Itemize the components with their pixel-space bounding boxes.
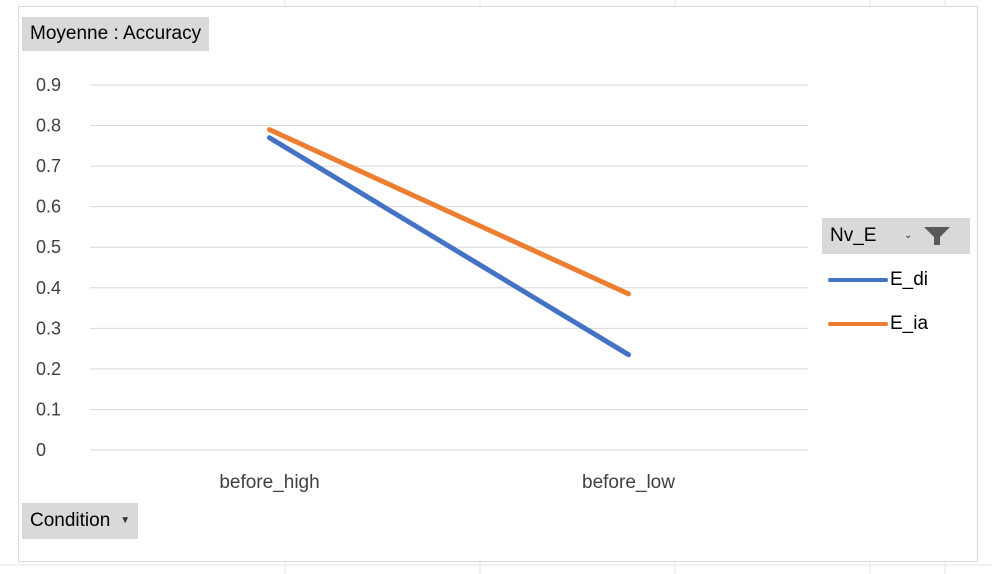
filter-icon[interactable] — [922, 225, 952, 247]
legend-label: E_ia — [890, 313, 929, 334]
y-tick-label: 0 — [36, 440, 46, 460]
y-tick-label: 0.5 — [36, 237, 61, 257]
y-tick-label: 0.8 — [36, 116, 61, 136]
chevron-down-icon[interactable]: ▼ — [120, 515, 131, 526]
values-field-label: Moyenne : Accuracy — [30, 23, 202, 44]
axis-field-label: Condition — [30, 510, 111, 532]
legend-field-label: Nv_E — [830, 225, 877, 246]
chart-area[interactable] — [18, 6, 978, 562]
legend-item-e-ia[interactable]: E_ia — [828, 312, 928, 336]
x-tick-label: before_low — [582, 472, 675, 493]
y-tick-label: 0.2 — [36, 359, 61, 379]
legend-swatch — [828, 278, 888, 282]
legend-label: E_di — [890, 269, 929, 290]
y-tick-label: 0.6 — [36, 197, 61, 217]
axis-field-button[interactable]: Condition ▼ — [22, 503, 139, 539]
series-line-e-di[interactable] — [267, 135, 631, 358]
y-tick-label: 0.9 — [36, 75, 61, 95]
legend-item-e-di[interactable]: E_di — [828, 268, 928, 292]
series-line-e-ia[interactable] — [267, 127, 631, 297]
y-tick-label: 0.3 — [36, 318, 61, 338]
y-tick-label: 0.4 — [36, 278, 61, 298]
chevron-down-icon[interactable]: ⌄ — [904, 230, 913, 241]
legend-field-button[interactable]: Nv_E ⌄ — [822, 218, 970, 254]
x-tick-label: before_high — [219, 472, 319, 493]
y-tick-label: 0.7 — [36, 156, 61, 176]
legend-swatch — [828, 322, 888, 326]
y-tick-label: 0.1 — [36, 399, 61, 419]
values-field-button[interactable]: Moyenne : Accuracy — [22, 17, 210, 51]
